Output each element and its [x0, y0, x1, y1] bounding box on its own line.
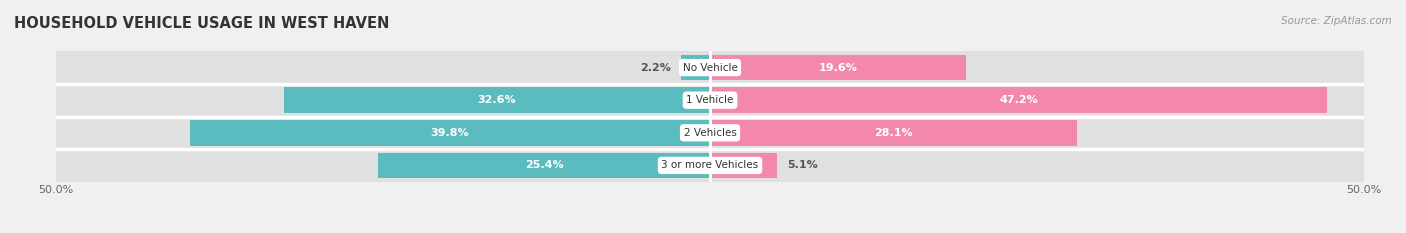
Text: 39.8%: 39.8% — [430, 128, 470, 138]
Bar — [56, 51, 1364, 84]
Bar — [710, 153, 776, 178]
Text: 32.6%: 32.6% — [478, 95, 516, 105]
Text: 2 Vehicles: 2 Vehicles — [683, 128, 737, 138]
Text: 2.2%: 2.2% — [640, 63, 671, 72]
Bar — [710, 120, 1077, 146]
Text: 1 Vehicle: 1 Vehicle — [686, 95, 734, 105]
Bar — [56, 149, 1364, 182]
Text: 19.6%: 19.6% — [818, 63, 858, 72]
Bar — [190, 120, 710, 146]
Text: 3 or more Vehicles: 3 or more Vehicles — [661, 161, 759, 170]
Text: 5.1%: 5.1% — [787, 161, 818, 170]
Bar — [682, 55, 710, 80]
Bar — [56, 116, 1364, 149]
Text: HOUSEHOLD VEHICLE USAGE IN WEST HAVEN: HOUSEHOLD VEHICLE USAGE IN WEST HAVEN — [14, 16, 389, 31]
Bar — [56, 84, 1364, 116]
Bar — [378, 153, 710, 178]
Bar — [710, 87, 1327, 113]
Text: No Vehicle: No Vehicle — [682, 63, 738, 72]
Text: Source: ZipAtlas.com: Source: ZipAtlas.com — [1281, 16, 1392, 26]
Bar — [284, 87, 710, 113]
Bar — [710, 55, 966, 80]
Text: 28.1%: 28.1% — [875, 128, 912, 138]
Text: 47.2%: 47.2% — [1000, 95, 1038, 105]
Text: 25.4%: 25.4% — [524, 161, 564, 170]
